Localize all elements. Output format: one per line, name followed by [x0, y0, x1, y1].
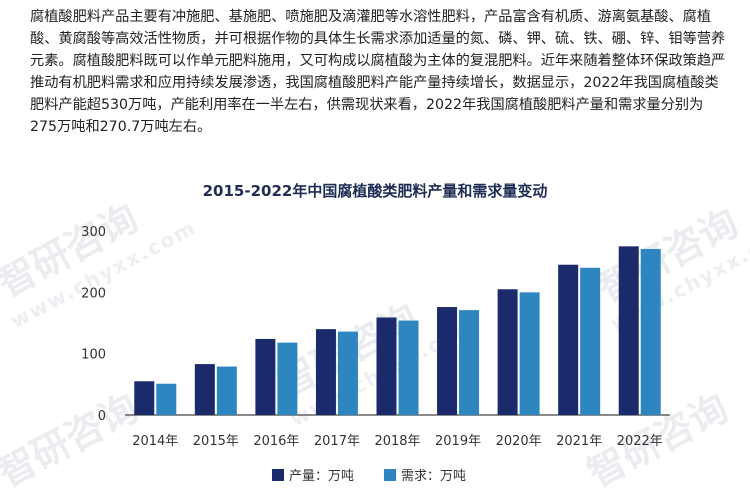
bar-demand	[277, 342, 298, 415]
bar-production	[255, 338, 276, 415]
x-tick-label: 2019年	[435, 434, 481, 449]
bar-production	[618, 246, 639, 415]
bar-production	[134, 381, 155, 415]
y-tick-label: 200	[81, 286, 106, 301]
x-tick-label: 2021年	[556, 434, 602, 449]
article-paragraph: 腐植酸肥料产品主要有冲施肥、基施肥、喷施肥及滴灌肥等水溶性肥料，产品富含有机质、…	[30, 9, 726, 135]
chart-title: 2015-2022年中国腐植酸类肥料产量和需求量变动	[202, 182, 548, 200]
bar-production	[558, 264, 579, 415]
legend-swatch	[384, 469, 396, 481]
legend-label: 需求：万吨	[401, 469, 466, 484]
x-tick-label: 2022年	[617, 434, 663, 449]
y-tick-label: 0	[98, 409, 106, 424]
bar-demand	[156, 383, 177, 415]
bar-demand	[337, 331, 358, 415]
y-tick-label: 300	[81, 225, 106, 240]
y-tick-label: 100	[81, 348, 106, 363]
bar-demand	[459, 310, 480, 415]
bar-demand	[398, 320, 419, 415]
bar-demand	[580, 267, 601, 415]
legend-swatch	[272, 469, 284, 481]
bar-production	[376, 317, 397, 415]
legend-label: 产量：万吨	[289, 469, 354, 484]
x-tick-label: 2014年	[132, 434, 178, 449]
bar-production	[497, 289, 518, 415]
bar-production	[437, 307, 458, 415]
bar-demand	[216, 366, 237, 415]
bar-production	[315, 329, 336, 415]
x-tick-label: 2016年	[253, 434, 299, 449]
bar-demand	[519, 292, 540, 415]
x-tick-label: 2020年	[496, 434, 542, 449]
x-tick-label: 2018年	[374, 434, 420, 449]
x-tick-label: 2015年	[193, 434, 239, 449]
bar-production	[194, 364, 215, 415]
bar-demand	[640, 248, 661, 415]
x-tick-label: 2017年	[314, 434, 360, 449]
